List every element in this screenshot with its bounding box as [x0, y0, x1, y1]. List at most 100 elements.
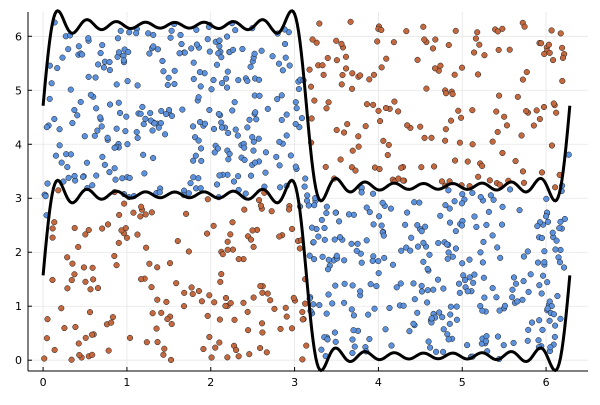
data-point — [466, 274, 473, 281]
data-point — [455, 280, 463, 287]
data-point — [549, 229, 556, 236]
data-point — [204, 230, 211, 237]
data-point — [331, 236, 338, 243]
data-point — [338, 81, 345, 88]
data-point — [471, 213, 478, 220]
data-point — [123, 234, 130, 241]
data-point — [420, 258, 427, 265]
data-point — [554, 292, 561, 300]
data-point — [49, 276, 56, 284]
data-point — [436, 309, 443, 316]
data-point — [455, 107, 462, 114]
data-point — [119, 175, 126, 182]
points — [41, 18, 572, 363]
data-point — [154, 264, 161, 271]
data-point — [384, 151, 391, 159]
data-point — [426, 251, 433, 258]
x-tick-label: 0 — [40, 376, 47, 389]
data-point — [322, 163, 329, 170]
data-point — [225, 156, 232, 163]
data-point — [154, 296, 161, 303]
data-point — [160, 68, 167, 75]
data-point — [319, 62, 326, 69]
data-point — [411, 296, 418, 303]
data-point — [83, 159, 91, 166]
data-point — [56, 142, 63, 149]
data-point — [543, 213, 550, 220]
data-point — [87, 91, 94, 98]
data-point — [285, 29, 292, 36]
data-point — [262, 149, 269, 156]
data-point — [218, 124, 226, 131]
data-point — [301, 183, 308, 190]
data-point — [420, 239, 427, 246]
data-point — [512, 158, 519, 165]
data-point — [390, 39, 397, 46]
data-point — [111, 252, 118, 260]
data-point — [442, 202, 449, 209]
data-point — [422, 223, 429, 230]
data-point — [58, 159, 65, 166]
data-point — [546, 49, 553, 56]
data-point — [98, 123, 105, 130]
data-point — [105, 347, 112, 354]
data-point — [224, 246, 231, 253]
data-point — [71, 224, 78, 232]
data-point — [303, 342, 310, 349]
data-point — [126, 174, 133, 181]
data-point — [239, 45, 246, 53]
data-point — [493, 294, 500, 301]
data-point — [282, 40, 289, 48]
data-point — [538, 234, 545, 242]
data-point — [188, 45, 195, 52]
data-point — [536, 317, 543, 324]
data-point — [528, 319, 536, 326]
data-point — [541, 259, 548, 266]
data-point — [561, 215, 568, 222]
data-point — [305, 202, 312, 209]
data-point — [444, 331, 451, 338]
data-point — [374, 38, 381, 45]
data-point — [143, 244, 150, 251]
data-point — [315, 233, 322, 240]
data-point — [489, 285, 496, 292]
data-point — [311, 202, 318, 209]
data-point — [247, 236, 255, 243]
y-tick-label: 2 — [15, 246, 22, 259]
data-point — [106, 59, 113, 66]
data-point — [338, 40, 345, 47]
data-point — [229, 107, 236, 114]
data-point — [306, 252, 313, 259]
data-point — [204, 36, 211, 43]
data-point — [164, 316, 171, 323]
data-point — [391, 98, 398, 105]
data-point — [445, 187, 452, 194]
data-point — [71, 271, 78, 278]
data-point — [403, 28, 410, 35]
data-point — [292, 99, 299, 106]
data-point — [113, 125, 120, 132]
data-point — [46, 95, 53, 102]
data-point — [365, 311, 372, 318]
data-point — [86, 309, 94, 316]
data-point — [231, 316, 238, 323]
data-point — [159, 57, 166, 65]
data-point — [166, 260, 174, 267]
data-point — [525, 326, 532, 333]
data-point — [349, 349, 356, 357]
data-point — [380, 137, 387, 144]
data-point — [381, 254, 388, 261]
data-point — [288, 325, 296, 332]
data-point — [389, 261, 397, 268]
data-point — [323, 203, 330, 210]
data-point — [224, 238, 231, 245]
data-point — [165, 74, 172, 81]
data-point — [89, 182, 96, 189]
data-point — [444, 255, 451, 262]
data-point — [148, 284, 155, 291]
data-point — [497, 254, 504, 261]
data-point — [410, 320, 417, 327]
data-point — [273, 153, 280, 160]
data-point — [437, 212, 444, 219]
data-point — [482, 338, 490, 345]
